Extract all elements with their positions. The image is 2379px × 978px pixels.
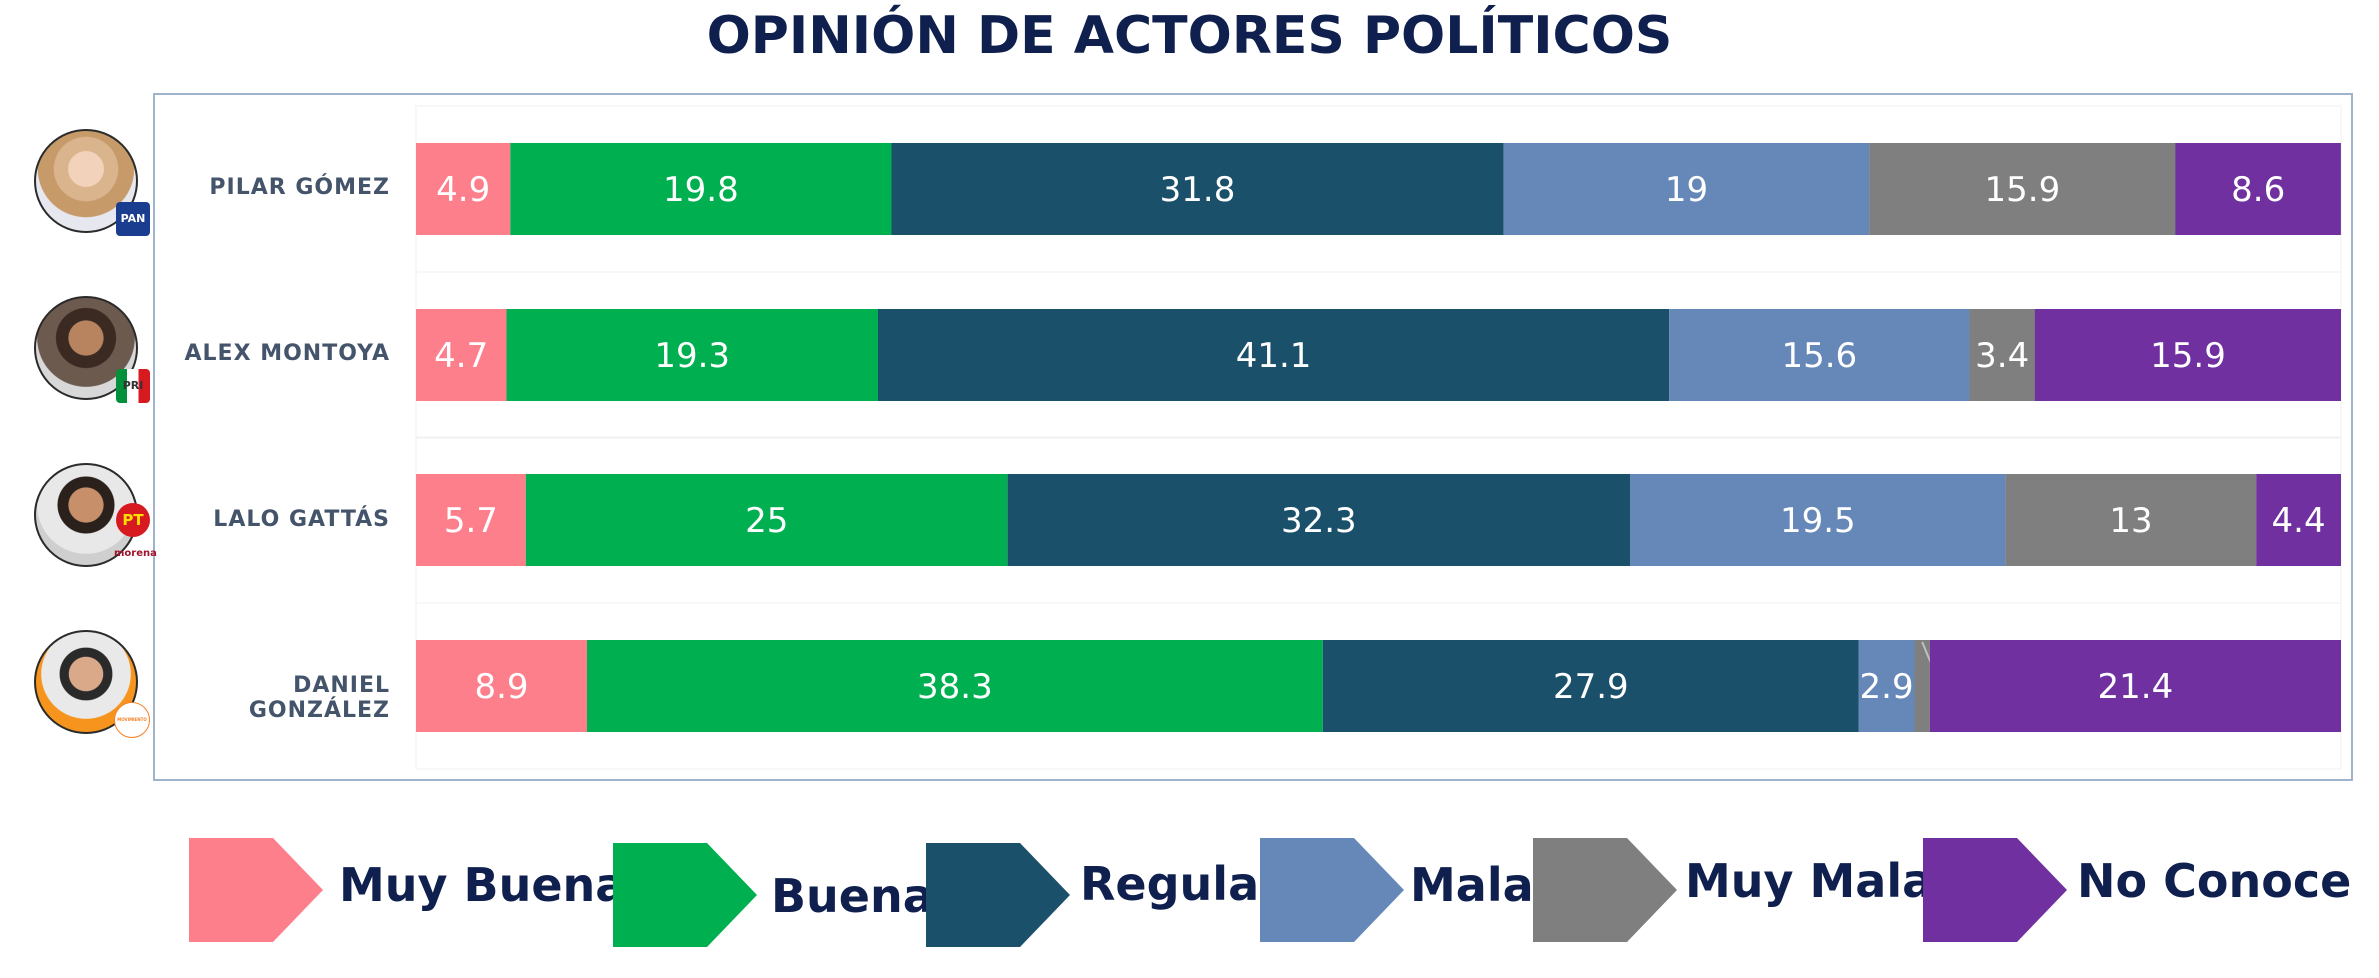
data-label: 8.9	[474, 667, 528, 707]
bar-segment	[1630, 474, 2006, 566]
candidate-photo	[34, 129, 138, 233]
data-label: 27.9	[1553, 667, 1629, 707]
legend-swatch	[1923, 838, 2067, 942]
bar-segment	[1322, 640, 1859, 732]
legend-label: Muy Buena	[339, 858, 627, 912]
data-label: 15.6	[1781, 336, 1857, 376]
legend-label: Buena	[771, 869, 934, 923]
legend-arrow-shape	[1923, 838, 2067, 942]
chart-title: OPINIÓN DE ACTORES POLÍTICOS	[706, 6, 1673, 66]
bar-segment	[2005, 474, 2257, 566]
bar-segment	[416, 309, 507, 401]
legend-label: Mala	[1410, 858, 1534, 912]
bar-segment	[525, 474, 1008, 566]
bar-segment	[2175, 143, 2341, 235]
bar-segment	[1914, 640, 1930, 732]
legend-swatch	[1533, 838, 1677, 942]
bar-segment	[506, 309, 878, 401]
bar-segment	[1969, 309, 2035, 401]
bar-segment	[1869, 143, 2176, 235]
bar-segment	[416, 474, 526, 566]
data-label: 5.7	[444, 501, 498, 541]
data-label: 31.8	[1160, 170, 1236, 210]
bar-segment	[416, 640, 587, 732]
bar-segment	[2256, 474, 2341, 566]
morena-logo: morena	[114, 548, 157, 559]
bar-segment	[416, 143, 511, 235]
bar-segment	[1929, 640, 2341, 732]
legend-arrow-shape	[1533, 838, 1677, 942]
candidate-name: ALEX MONTOYA	[184, 341, 390, 366]
legend-swatch	[1260, 838, 1404, 942]
legend-arrow-shape	[926, 843, 1070, 947]
data-label: 4.9	[436, 170, 490, 210]
data-label: 15.9	[1985, 170, 2061, 210]
data-label: 38.3	[917, 667, 993, 707]
data-label: 19.3	[654, 336, 730, 376]
bar-segment	[878, 309, 1670, 401]
bar-segment	[2034, 309, 2341, 401]
data-label: 3.4	[1975, 336, 2029, 376]
legend-swatch	[926, 843, 1070, 947]
bar-segment	[1858, 640, 1915, 732]
data-label: 13	[2109, 501, 2152, 541]
data-label: 19	[1665, 170, 1708, 210]
legend-arrow-shape	[1260, 838, 1404, 942]
legend-swatch	[613, 843, 757, 947]
data-label: 15.9	[2150, 336, 2226, 376]
candidate-name: DANIEL GONZÁLEZ	[248, 673, 390, 723]
data-label: 4.7	[434, 336, 488, 376]
bar-segment	[891, 143, 1504, 235]
legend-swatch	[189, 838, 323, 942]
bar-segment	[587, 640, 1323, 732]
data-label: 8.6	[2231, 170, 2285, 210]
data-label: 21.4	[2098, 667, 2174, 707]
data-label: 25	[745, 501, 788, 541]
bar-segment	[1007, 474, 1630, 566]
pri-logo: PRI	[116, 369, 150, 403]
legend-label: Regular	[1080, 857, 1282, 911]
movimiento-ciudadano-logo: MOVIMIENTO CIUDADANO	[114, 702, 150, 738]
data-label: 19.8	[663, 170, 739, 210]
legend-arrow-shape	[189, 838, 323, 942]
pan-logo: PAN	[116, 202, 150, 236]
data-label: 41.1	[1236, 336, 1312, 376]
pt-logo: PT	[116, 503, 150, 537]
candidate-name: LALO GATTÁS	[213, 507, 390, 532]
data-label: 2.9	[1860, 667, 1914, 707]
data-label: 4.4	[2272, 501, 2326, 541]
chart-frame	[153, 93, 2353, 781]
legend-arrow-shape	[613, 843, 757, 947]
candidate-name: PILAR GÓMEZ	[209, 175, 390, 200]
bar-segment	[1669, 309, 1970, 401]
bar-segment	[1503, 143, 1870, 235]
legend-label: No Conoce	[2077, 854, 2352, 908]
data-label: 19.5	[1780, 501, 1856, 541]
bar-segment	[510, 143, 892, 235]
data-label: 32.3	[1281, 501, 1357, 541]
legend-label: Muy Mala	[1685, 854, 1934, 908]
